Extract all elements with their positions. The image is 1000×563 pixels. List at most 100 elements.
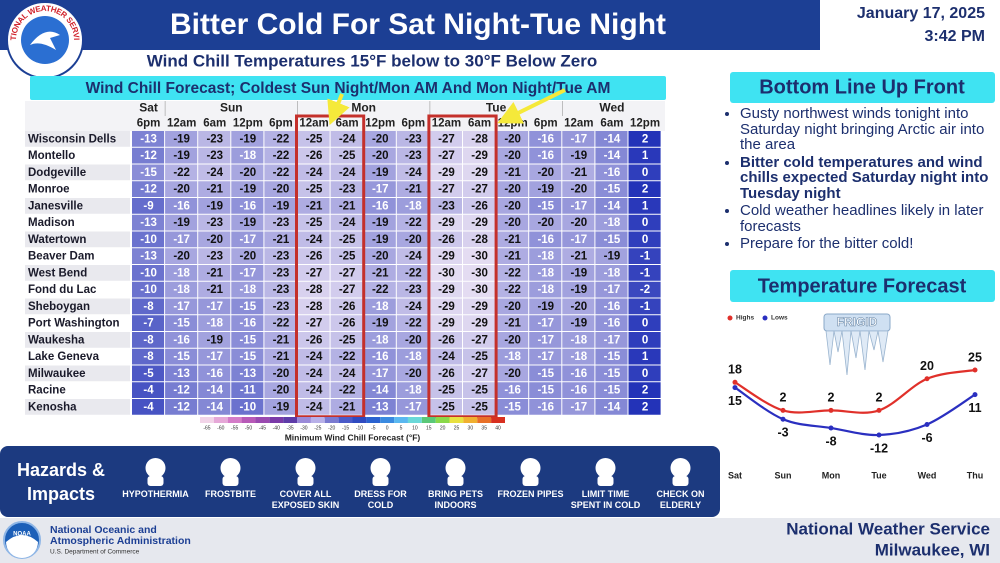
- cell: [562, 315, 595, 331]
- cell: [231, 231, 264, 248]
- noaa-logo-text: NOAA: [13, 532, 31, 538]
- cell: [198, 365, 231, 382]
- point: [828, 425, 834, 431]
- cell: [165, 298, 198, 315]
- cell-value: -20: [240, 167, 257, 179]
- cell-value: -23: [206, 251, 223, 263]
- cell-value: -15: [604, 385, 621, 397]
- cell-value: -18: [504, 351, 521, 363]
- cell-value: -14: [206, 385, 223, 397]
- row-name-bg: [25, 214, 130, 231]
- point: [828, 407, 834, 413]
- cell: [529, 399, 562, 415]
- cell: [363, 399, 396, 415]
- cell: [463, 214, 496, 231]
- cell-value: -15: [240, 301, 257, 313]
- cell: [231, 198, 264, 214]
- hazard-label: HYPOTHERMIA: [122, 489, 189, 499]
- cell-value: 2: [642, 133, 648, 145]
- cell-value: -15: [604, 234, 621, 246]
- cell: [297, 298, 330, 315]
- cell: [628, 214, 661, 231]
- row-name: Milwaukee: [28, 368, 86, 380]
- cell-value: -18: [372, 301, 389, 313]
- cell: [429, 332, 462, 348]
- time-label: 12pm: [630, 118, 660, 130]
- cell-value: -22: [273, 167, 290, 179]
- agency-1: National Oceanic and: [50, 524, 157, 536]
- cell: [595, 332, 628, 348]
- cell-value: -23: [273, 284, 290, 296]
- frigid-icicles: [825, 330, 889, 376]
- row-name-bg: [25, 164, 130, 181]
- cell-value: -16: [372, 200, 389, 212]
- table-banner-text: Wind Chill Forecast; Coldest Sun Night/M…: [86, 80, 611, 97]
- cell-value: -27: [339, 267, 356, 279]
- row-name-bg: [25, 131, 130, 147]
- cell-value: -12: [140, 184, 157, 196]
- cell: [396, 281, 429, 298]
- cell: [463, 231, 496, 248]
- cell-value: -17: [537, 351, 554, 363]
- row-name: Kenosha: [28, 401, 77, 413]
- title: Bitter Cold For Sat Night-Tue Night: [170, 8, 666, 41]
- cell: [396, 298, 429, 315]
- cell: [132, 214, 165, 231]
- cell-value: -23: [206, 150, 223, 162]
- point: [972, 367, 978, 373]
- cell: [264, 315, 297, 331]
- cell: [165, 332, 198, 348]
- frigid-text: FRIGID: [837, 315, 878, 329]
- colorbar-tick: -65: [203, 425, 210, 431]
- cell-value: -20: [504, 133, 521, 145]
- cell: [496, 281, 529, 298]
- cell-value: -24: [306, 368, 323, 380]
- row-name: Waukesha: [28, 334, 85, 346]
- cell: [463, 147, 496, 164]
- point: [924, 376, 930, 382]
- cell: [429, 315, 462, 331]
- cell: [396, 348, 429, 365]
- cell: [496, 315, 529, 331]
- cell-value: -26: [339, 301, 356, 313]
- cell: [231, 164, 264, 181]
- cell-value: -24: [306, 234, 323, 246]
- cell-value: -26: [471, 200, 488, 212]
- cell-value: -15: [604, 184, 621, 196]
- cell-value: -18: [240, 284, 257, 296]
- colorbar-swatch: [338, 417, 353, 423]
- cell-value: -19: [240, 217, 257, 229]
- cell: [330, 214, 363, 231]
- colorbar-tick: -45: [259, 425, 266, 431]
- cell: [429, 281, 462, 298]
- cell-value: -16: [604, 318, 621, 330]
- legend-label: Highs: [736, 315, 754, 322]
- cell-value: -20: [372, 150, 389, 162]
- colorbar-swatch: [352, 417, 367, 423]
- cell-value: -27: [438, 184, 455, 196]
- colorbar-swatch: [366, 417, 381, 423]
- cell: [429, 382, 462, 398]
- cell-value: -28: [471, 133, 488, 145]
- cell: [463, 365, 496, 382]
- row-name-bg: [25, 315, 130, 331]
- cell: [297, 214, 330, 231]
- cell-value: -10: [140, 267, 157, 279]
- row-name: Lake Geneva: [28, 351, 100, 363]
- cell-value: -22: [504, 267, 521, 279]
- cell-value: -1: [640, 301, 651, 313]
- legend-label: Lows: [771, 315, 788, 322]
- x-tick-label: Thu: [967, 470, 984, 480]
- cell-value: -15: [604, 368, 621, 380]
- cell-value: -23: [405, 150, 422, 162]
- cell-value: -19: [537, 301, 554, 313]
- cell: [396, 315, 429, 331]
- cell-value: -29: [438, 301, 455, 313]
- day-label: Wed: [599, 101, 624, 115]
- colorbar-swatch: [200, 417, 214, 423]
- cell-value: -20: [571, 217, 588, 229]
- cell: [297, 231, 330, 248]
- bluf-banner: [730, 72, 995, 103]
- point: [924, 421, 930, 427]
- cell: [363, 181, 396, 197]
